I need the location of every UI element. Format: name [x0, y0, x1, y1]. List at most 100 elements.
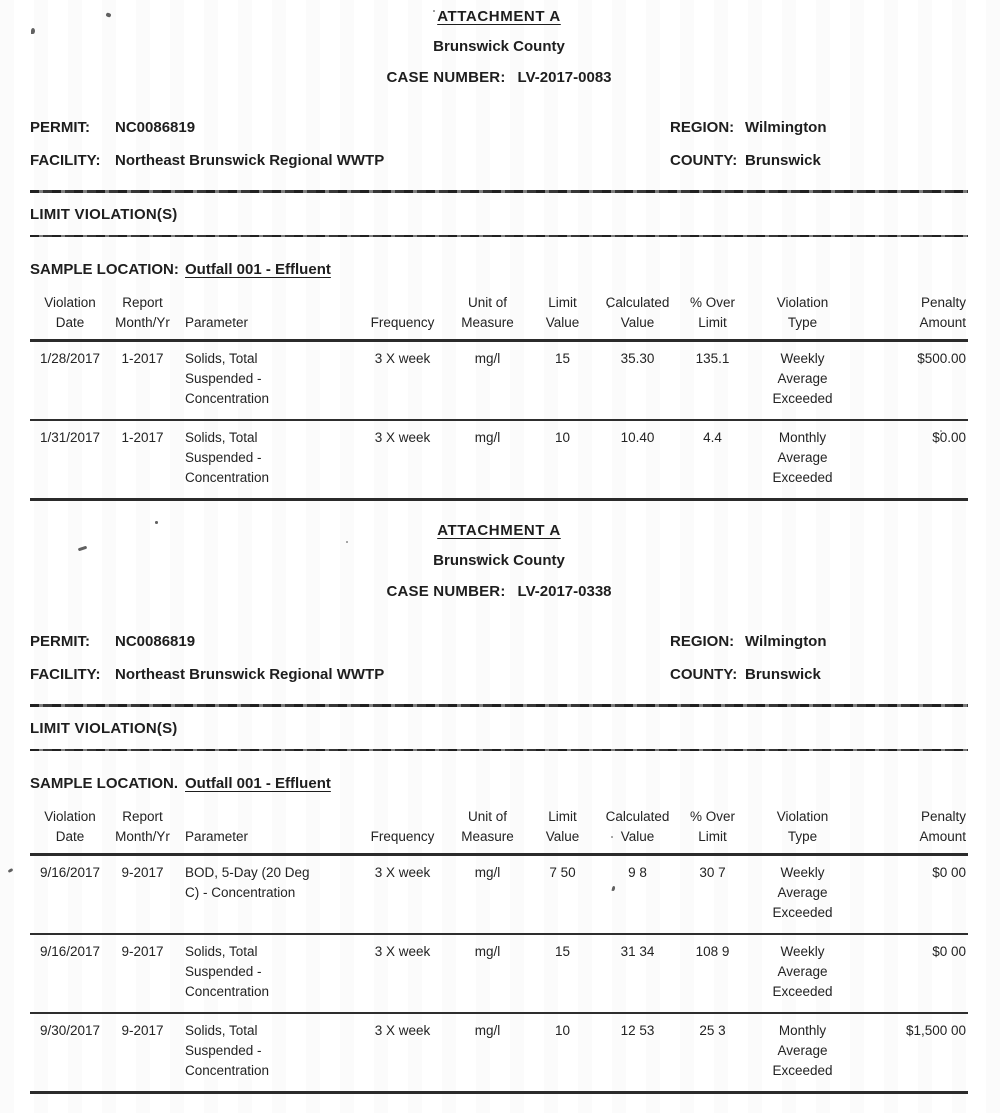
column-header-penalty-amount: Penalty Amount: [860, 807, 968, 856]
region-label: REGION:: [670, 119, 735, 136]
scan-artifact: [155, 521, 158, 524]
cell-frequency: 3 X week: [360, 854, 445, 935]
facility-label: FACILITY:: [30, 666, 101, 683]
cell-limit-value: 7 50: [530, 854, 595, 935]
cell-parameter: Solids, Total Suspended - Concentration: [175, 934, 360, 1014]
case-number-line: CASE NUMBER: LV-2017-0338: [30, 583, 968, 600]
cell-calculated-value: 35.30: [595, 340, 680, 421]
table-row: 1/31/2017 1-2017 Solids, Total Suspended…: [30, 420, 968, 501]
case-number-value: LV-2017-0338: [517, 583, 612, 600]
cell-frequency: 3 X week: [360, 1013, 445, 1094]
cell-violation-type: Weekly Average Exceeded: [745, 340, 860, 421]
cell-violation-date: 9/30/2017: [30, 1013, 110, 1094]
cell-penalty-amount: $0.00: [860, 420, 968, 501]
column-header-limit-value: Limit Value: [530, 807, 595, 856]
attachment-title: ATTACHMENT A: [437, 8, 561, 25]
cell-limit-value: 10: [530, 420, 595, 501]
cell-parameter: Solids, Total Suspended - Concentration: [175, 420, 360, 501]
permit-value: NC0086819: [115, 119, 196, 136]
permit-info-block: PERMIT: NC0086819 REGION: Wilmington FAC…: [30, 633, 968, 683]
column-header-frequency: Frequency: [360, 293, 445, 342]
scan-artifact: [611, 836, 613, 838]
cell-limit-value: 10: [530, 1013, 595, 1094]
cell-frequency: 3 X week: [360, 934, 445, 1014]
cell-calculated-value: 12 53: [595, 1013, 680, 1094]
column-header-unit-of-measure: Unit of Measure: [445, 807, 530, 856]
cell-limit-value: 15: [530, 340, 595, 421]
cell-violation-date: 9/16/2017: [30, 854, 110, 935]
column-header-limit-value: Limit Value: [530, 293, 595, 342]
region-value: Wilmington: [745, 633, 827, 650]
scan-artifact: [608, 306, 610, 308]
horizontal-rule: [30, 704, 968, 707]
permit-info-block: PERMIT: NC0086819 REGION: Wilmington FAC…: [30, 119, 968, 169]
column-header-parameter: Parameter: [175, 807, 360, 856]
column-header-calculated-value: Calculated Value: [595, 293, 680, 342]
cell-unit-of-measure: mg/l: [445, 934, 530, 1014]
cell-violation-type: Weekly Average Exceeded: [745, 854, 860, 935]
horizontal-rule: [30, 235, 968, 237]
cell-parameter: BOD, 5-Day (20 Deg C) - Concentration: [175, 854, 360, 935]
column-header-violation-date: Violation Date: [30, 807, 110, 856]
cell-frequency: 3 X week: [360, 340, 445, 421]
cell-violation-type: Monthly Average Exceeded: [745, 420, 860, 501]
cell-penalty-amount: $1,500 00: [860, 1013, 968, 1094]
cell-violation-date: 1/31/2017: [30, 420, 110, 501]
cell-calculated-value: 9 8: [595, 854, 680, 935]
cell-unit-of-measure: mg/l: [445, 1013, 530, 1094]
case-number-label: CASE NUMBER:: [386, 69, 506, 86]
cell-report-month: 9-2017: [110, 854, 175, 935]
cell-penalty-amount: $0 00: [860, 934, 968, 1014]
sample-location-line: SAMPLE LOCATION: Outfall 001 - Effluent: [30, 261, 968, 278]
table-row: 9/30/2017 9-2017 Solids, Total Suspended…: [30, 1013, 968, 1094]
cell-calculated-value: 31 34: [595, 934, 680, 1014]
horizontal-rule: [30, 190, 968, 193]
case-number-value: LV-2017-0083: [517, 69, 612, 86]
scan-artifact: [346, 541, 348, 543]
cell-unit-of-measure: mg/l: [445, 854, 530, 935]
limit-violations-heading: LIMIT VIOLATION(S): [30, 720, 178, 737]
sample-location-label: SAMPLE LOCATION.: [30, 775, 179, 792]
facility-value: Northeast Brunswick Regional WWTP: [115, 666, 385, 683]
column-header-report-month: Report Month/Yr: [110, 807, 175, 856]
facility-label: FACILITY:: [30, 152, 101, 169]
facility-value: Northeast Brunswick Regional WWTP: [115, 152, 385, 169]
column-header-violation-type: Violation Type: [745, 293, 860, 342]
county-value: Brunswick: [745, 666, 821, 683]
attachment-section-2: ATTACHMENT A Brunswick County CASE NUMBE…: [30, 522, 968, 1094]
county-label: COUNTY:: [670, 666, 738, 683]
cell-violation-date: 1/28/2017: [30, 340, 110, 421]
cell-percent-over-limit: 108 9: [680, 934, 745, 1014]
permit-label: PERMIT:: [30, 119, 90, 136]
cell-frequency: 3 X week: [360, 420, 445, 501]
sample-location-value: Outfall 001 - Effluent: [185, 261, 331, 278]
cell-percent-over-limit: 135.1: [680, 340, 745, 421]
case-number-line: CASE NUMBER: LV-2017-0083: [30, 69, 968, 86]
scan-artifact: [940, 430, 942, 432]
cell-limit-value: 15: [530, 934, 595, 1014]
cell-percent-over-limit: 4.4: [680, 420, 745, 501]
county-title: Brunswick County: [433, 552, 565, 569]
cell-percent-over-limit: 25 3: [680, 1013, 745, 1094]
permit-label: PERMIT:: [30, 633, 90, 650]
column-header-violation-date: Violation Date: [30, 293, 110, 342]
cell-violation-type: Monthly Average Exceeded: [745, 1013, 860, 1094]
column-header-report-month: Report Month/Yr: [110, 293, 175, 342]
cell-percent-over-limit: 30 7: [680, 854, 745, 935]
table-header-row: Violation Date Report Month/Yr Parameter…: [30, 807, 968, 856]
permit-value: NC0086819: [115, 633, 196, 650]
column-header-penalty-amount: Penalty Amount: [860, 293, 968, 342]
column-header-violation-type: Violation Type: [745, 807, 860, 856]
violations-table: Violation Date Report Month/Yr Parameter…: [30, 293, 968, 501]
county-value: Brunswick: [745, 152, 821, 169]
cell-penalty-amount: $500.00: [860, 340, 968, 421]
cell-parameter: Solids, Total Suspended - Concentration: [175, 340, 360, 421]
scan-artifact: [31, 28, 35, 34]
column-header-percent-over-limit: % Over Limit: [680, 293, 745, 342]
cell-unit-of-measure: mg/l: [445, 340, 530, 421]
violations-table: Violation Date Report Month/Yr Parameter…: [30, 807, 968, 1094]
column-header-calculated-value: Calculated Value: [595, 807, 680, 856]
table-row: 9/16/2017 9-2017 BOD, 5-Day (20 Deg C) -…: [30, 854, 968, 935]
column-header-parameter: Parameter: [175, 293, 360, 342]
